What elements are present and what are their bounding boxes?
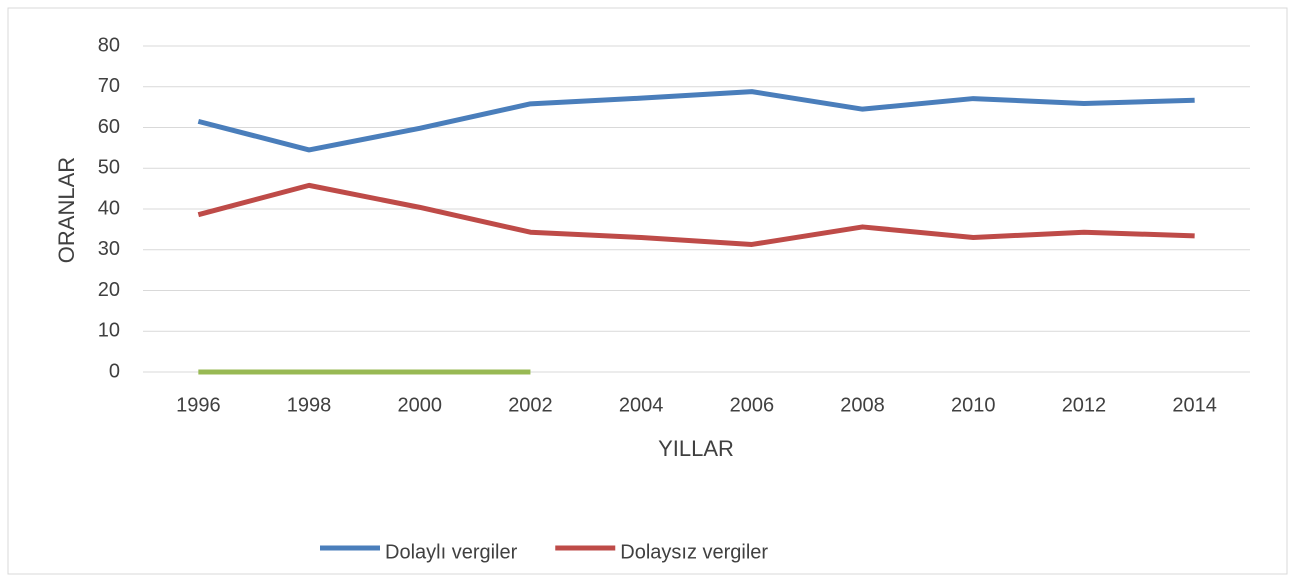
y-tick-label: 10 xyxy=(98,320,120,342)
y-tick-label: 80 xyxy=(98,34,120,56)
y-tick-label: 0 xyxy=(109,360,120,382)
x-tick-label: 2014 xyxy=(1172,394,1217,416)
x-tick-label: 2012 xyxy=(1062,394,1107,416)
y-tick-label: 60 xyxy=(98,116,120,138)
y-tick-label: 40 xyxy=(98,197,120,219)
x-tick-label: 2000 xyxy=(398,394,443,416)
x-tick-label: 2008 xyxy=(840,394,885,416)
series-line xyxy=(197,182,1195,247)
y-tick-label: 70 xyxy=(98,75,120,97)
y-tick-label: 50 xyxy=(98,157,120,179)
x-tick-label: 1996 xyxy=(176,394,221,416)
legend-label: Dolaysız vergiler xyxy=(620,541,768,563)
legend-label: Dolaylı vergiler xyxy=(385,541,518,563)
x-tick-label: 2002 xyxy=(508,394,553,416)
series-line xyxy=(197,89,1195,153)
x-axis-title: YILLAR xyxy=(658,436,734,461)
x-tick-label: 2010 xyxy=(951,394,996,416)
x-tick-label: 2006 xyxy=(730,394,775,416)
y-tick-label: 30 xyxy=(98,238,120,260)
x-tick-label: 1998 xyxy=(287,394,332,416)
x-tick-label: 2004 xyxy=(619,394,664,416)
y-axis-title: ORANLAR xyxy=(54,157,79,263)
y-tick-label: 20 xyxy=(98,279,120,301)
